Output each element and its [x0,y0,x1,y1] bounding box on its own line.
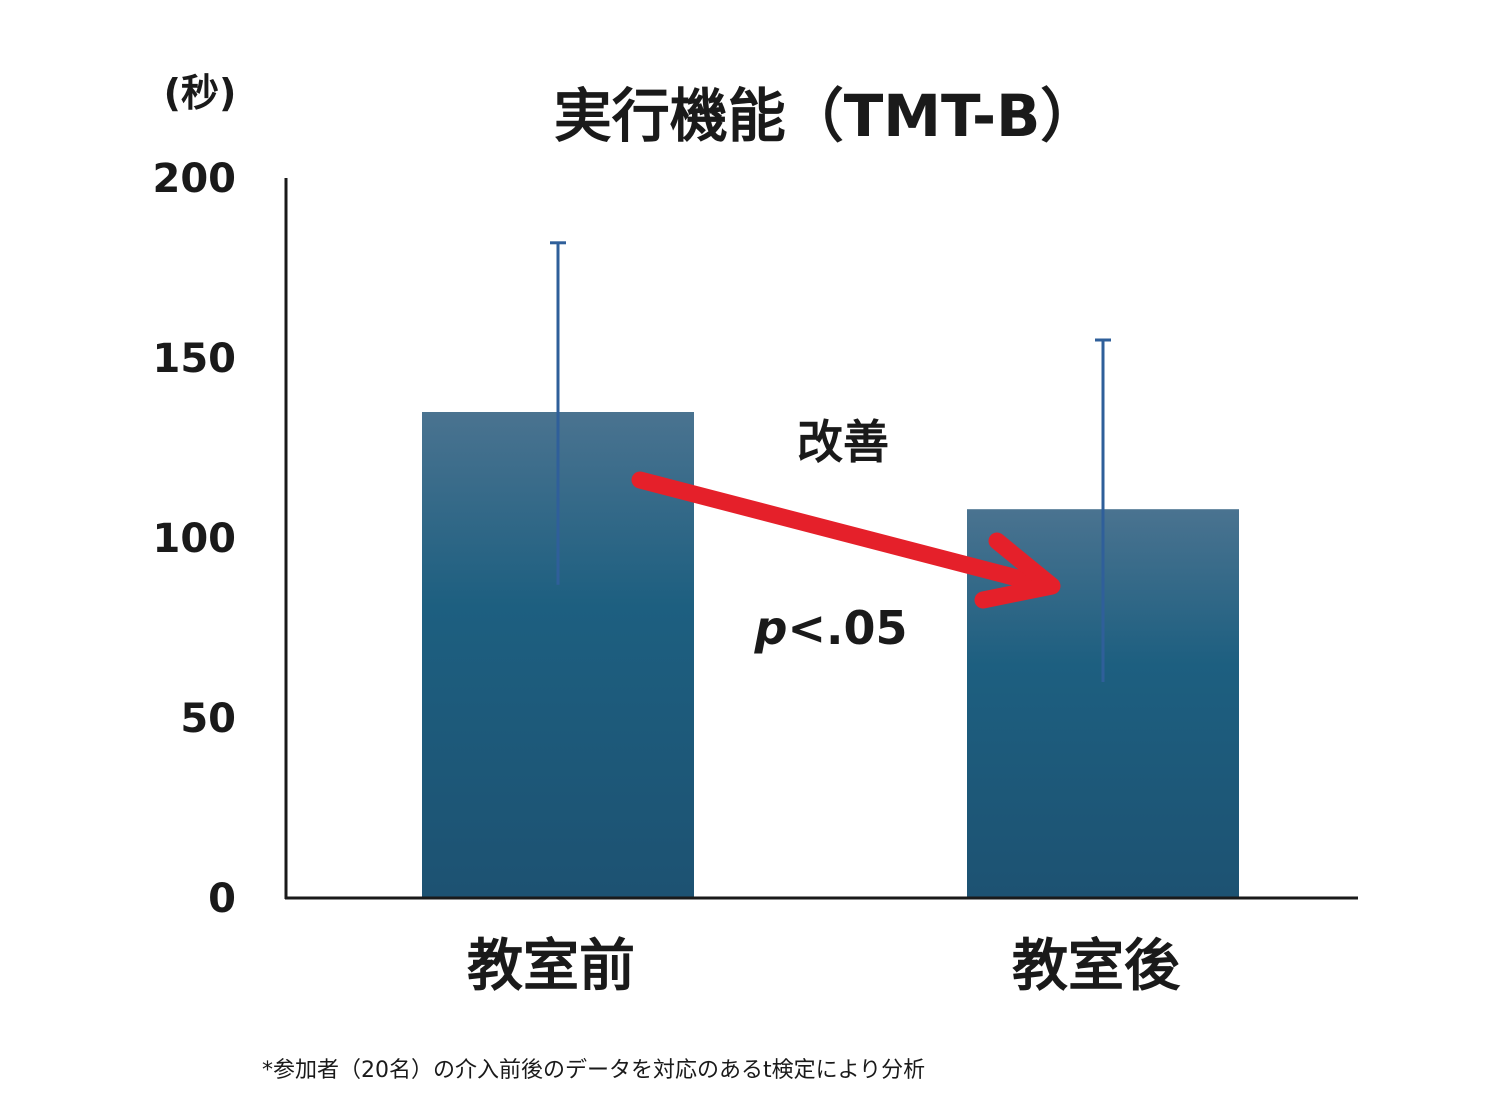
error-bars-group [550,241,1111,682]
y-tick-label: 200 [153,156,237,202]
y-tick-label: 50 [180,696,236,742]
x-tick-label: 教室後 [1012,934,1181,999]
bars-group [422,412,1239,898]
x-axis-ticks: 教室前 教室後 [467,934,1181,999]
y-axis-unit-label: (秒) [164,71,237,115]
p-value-label: p<.05 [754,601,908,655]
arrow-head [974,532,1061,609]
p-value-threshold: <.05 [787,601,907,655]
improvement-arrow [631,471,1061,609]
y-tick-label: 100 [153,516,237,562]
arrow-shaft [631,471,1057,595]
y-tick-label: 0 [208,876,236,922]
p-value-symbol: p [754,601,788,655]
footnote: *参加者（20名）の介入前後のデータを対応のあるt検定により分析 [262,1058,926,1083]
y-tick-label: 150 [153,336,237,382]
chart-title: 実行機能（TMT-B） [554,82,1099,150]
x-tick-label: 教室前 [467,934,635,999]
improvement-label: 改善 [797,415,889,469]
y-axis-ticks: 0 50 100 150 200 [153,156,237,922]
